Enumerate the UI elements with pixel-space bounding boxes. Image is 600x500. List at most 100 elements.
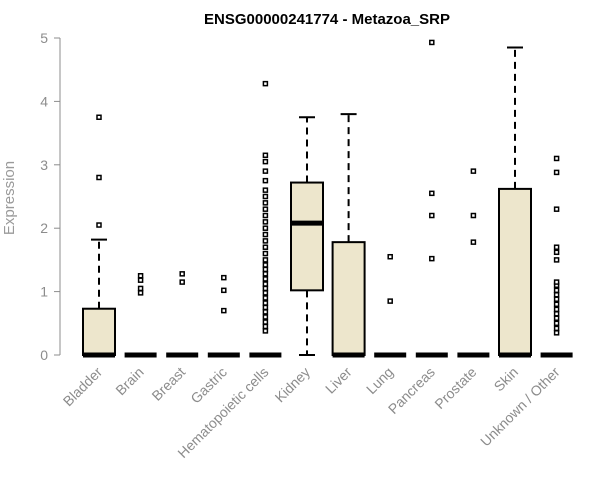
outlier-point bbox=[262, 225, 269, 231]
outlier-point bbox=[221, 274, 227, 281]
outlier-point bbox=[262, 285, 269, 292]
outlier-point bbox=[553, 311, 560, 317]
y-tick-label: 2 bbox=[40, 220, 48, 236]
outlier-point bbox=[470, 212, 477, 219]
outlier-point bbox=[262, 309, 269, 315]
y-axis: 0 1 2 3 4 5 bbox=[40, 30, 61, 363]
outlier-point bbox=[262, 266, 269, 273]
x-category-label: Liver bbox=[322, 364, 355, 397]
box-skin bbox=[498, 46, 532, 358]
outlier-point bbox=[553, 330, 560, 336]
box-hematopoietic-cells bbox=[249, 80, 282, 358]
outlier-point bbox=[553, 155, 560, 162]
y-tick-label: 4 bbox=[40, 93, 48, 109]
outlier-point bbox=[221, 307, 227, 314]
outlier-point bbox=[262, 271, 269, 277]
outlier-point bbox=[470, 168, 477, 174]
outlier-point bbox=[262, 212, 269, 219]
x-category-label: Skin bbox=[491, 364, 522, 395]
x-category-label: Bladder bbox=[60, 364, 106, 410]
x-category-label: Kidney bbox=[272, 364, 314, 406]
box-iqr bbox=[331, 241, 366, 356]
box-series bbox=[82, 39, 573, 358]
outlier-point bbox=[262, 250, 269, 257]
outlier-point bbox=[96, 174, 102, 181]
outlier-point bbox=[553, 306, 560, 313]
outlier-point bbox=[387, 298, 393, 304]
box-prostate bbox=[457, 168, 490, 358]
x-category-label: Breast bbox=[148, 364, 188, 404]
box-liver bbox=[331, 113, 366, 358]
y-tick-label: 5 bbox=[40, 30, 48, 46]
outlier-point bbox=[262, 304, 269, 311]
outlier-point bbox=[96, 222, 102, 228]
outlier-point bbox=[179, 279, 185, 285]
outlier-point bbox=[262, 231, 269, 238]
outlier-point bbox=[262, 187, 269, 193]
outlier-point bbox=[262, 276, 269, 282]
outlier-point bbox=[262, 152, 269, 159]
outlier-point bbox=[262, 290, 269, 296]
x-category-label: Lung bbox=[363, 364, 396, 397]
outlier-point bbox=[553, 292, 560, 298]
y-axis-label: Expression bbox=[1, 161, 18, 235]
outlier-point bbox=[262, 158, 269, 165]
outlier-point bbox=[553, 169, 560, 176]
outlier-point bbox=[553, 287, 560, 294]
outlier-point bbox=[387, 253, 393, 260]
outlier-point bbox=[137, 277, 144, 283]
outlier-point bbox=[262, 80, 269, 87]
outlier-point bbox=[262, 314, 269, 320]
outlier-point bbox=[262, 319, 269, 325]
box-brain bbox=[124, 273, 157, 358]
outlier-point bbox=[553, 244, 560, 250]
outlier-point bbox=[429, 255, 435, 262]
box-unknown-other bbox=[540, 155, 573, 358]
outlier-point bbox=[137, 273, 144, 279]
y-tick-label: 3 bbox=[40, 157, 48, 173]
box-gastric bbox=[207, 274, 240, 358]
outlier-point bbox=[553, 257, 560, 263]
box-pancreas bbox=[415, 39, 448, 358]
outlier-point bbox=[262, 200, 269, 206]
box-bladder bbox=[82, 114, 116, 358]
outlier-point bbox=[553, 296, 560, 302]
outlier-point bbox=[262, 238, 269, 244]
box-lung bbox=[374, 253, 407, 358]
outlier-point bbox=[262, 295, 269, 301]
box-iqr bbox=[290, 181, 324, 292]
outlier-point bbox=[262, 193, 269, 200]
outlier-point bbox=[262, 244, 269, 250]
x-category-label: Brain bbox=[112, 364, 146, 398]
outlier-point bbox=[553, 279, 560, 285]
outlier-point bbox=[221, 287, 227, 294]
outlier-point bbox=[96, 114, 102, 120]
y-tick-label: 0 bbox=[40, 347, 48, 363]
box-iqr bbox=[82, 307, 116, 356]
x-category-label: Unknown / Other bbox=[477, 364, 563, 450]
outlier-point bbox=[262, 262, 269, 268]
outlier-point bbox=[429, 212, 435, 219]
outlier-point bbox=[179, 271, 185, 277]
outlier-point bbox=[553, 249, 560, 256]
outlier-point bbox=[553, 325, 560, 332]
box-breast bbox=[166, 271, 199, 358]
outlier-point bbox=[553, 320, 560, 327]
outlier-point bbox=[429, 190, 435, 197]
box-kidney bbox=[290, 116, 324, 356]
box-iqr bbox=[498, 187, 532, 356]
outlier-point bbox=[262, 168, 269, 174]
chart-title: ENSG00000241774 - Metazoa_SRP bbox=[204, 11, 450, 28]
y-tick-label: 1 bbox=[40, 284, 48, 300]
outlier-point bbox=[262, 300, 269, 306]
outlier-point bbox=[470, 239, 477, 245]
outlier-point bbox=[262, 219, 269, 225]
outlier-point bbox=[262, 177, 269, 184]
x-category-label: Prostate bbox=[431, 364, 479, 412]
outlier-point bbox=[262, 281, 269, 287]
outlier-point bbox=[262, 328, 269, 334]
outlier-point bbox=[553, 206, 560, 212]
